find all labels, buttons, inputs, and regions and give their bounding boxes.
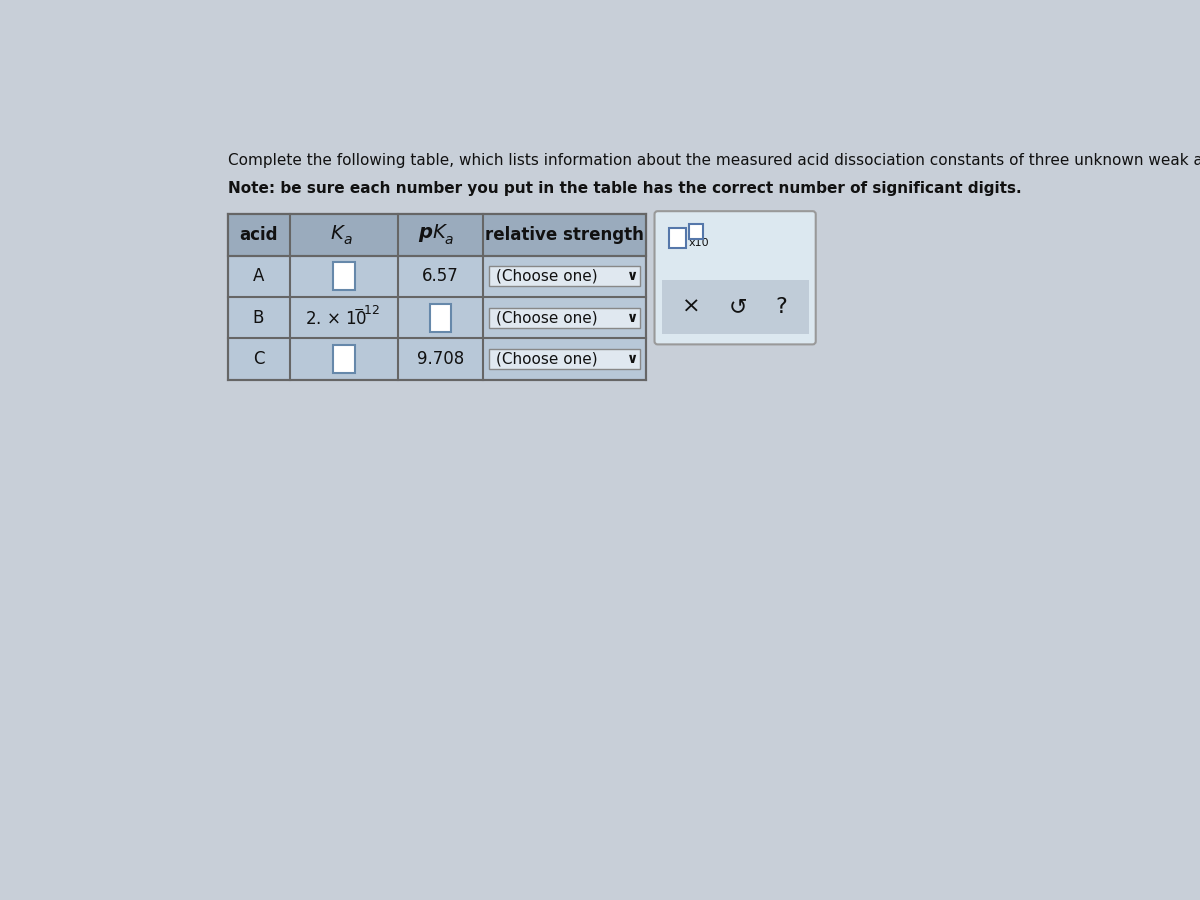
Text: $a$: $a$ xyxy=(444,232,454,247)
Bar xyxy=(332,263,355,290)
Text: Note: be sure each number you put in the table has the correct number of signifi: Note: be sure each number you put in the… xyxy=(228,181,1021,196)
Bar xyxy=(490,308,640,328)
Bar xyxy=(228,214,646,380)
Text: B: B xyxy=(253,309,264,327)
Text: ∨: ∨ xyxy=(626,352,637,366)
Text: 9.708: 9.708 xyxy=(418,350,464,368)
Text: ×: × xyxy=(683,297,701,317)
Bar xyxy=(228,214,646,256)
Text: 2. $\times$ 10: 2. $\times$ 10 xyxy=(305,310,367,328)
Text: $-12$: $-12$ xyxy=(354,304,380,318)
Text: ∨: ∨ xyxy=(626,269,637,284)
Bar xyxy=(661,280,809,334)
Text: ?: ? xyxy=(775,297,787,317)
Text: (Choose one): (Choose one) xyxy=(496,352,598,366)
Text: (Choose one): (Choose one) xyxy=(496,269,598,284)
Bar xyxy=(430,304,451,331)
Text: relative strength: relative strength xyxy=(485,226,644,244)
Text: A: A xyxy=(253,267,264,285)
Text: $a$: $a$ xyxy=(343,232,353,247)
Text: 6.57: 6.57 xyxy=(422,267,458,285)
FancyBboxPatch shape xyxy=(654,212,816,345)
Text: ↺: ↺ xyxy=(728,297,748,317)
Bar xyxy=(332,346,355,373)
Text: x10: x10 xyxy=(689,238,709,248)
Bar xyxy=(490,349,640,369)
Bar xyxy=(670,228,686,248)
Bar xyxy=(689,223,702,238)
Text: p$K$: p$K$ xyxy=(418,222,448,245)
Text: acid: acid xyxy=(239,226,277,244)
Text: $K$: $K$ xyxy=(330,224,346,243)
Text: (Choose one): (Choose one) xyxy=(496,310,598,325)
Bar xyxy=(490,266,640,286)
Text: ∨: ∨ xyxy=(626,310,637,325)
Text: Complete the following table, which lists information about the measured acid di: Complete the following table, which list… xyxy=(228,153,1200,167)
Text: C: C xyxy=(253,350,264,368)
